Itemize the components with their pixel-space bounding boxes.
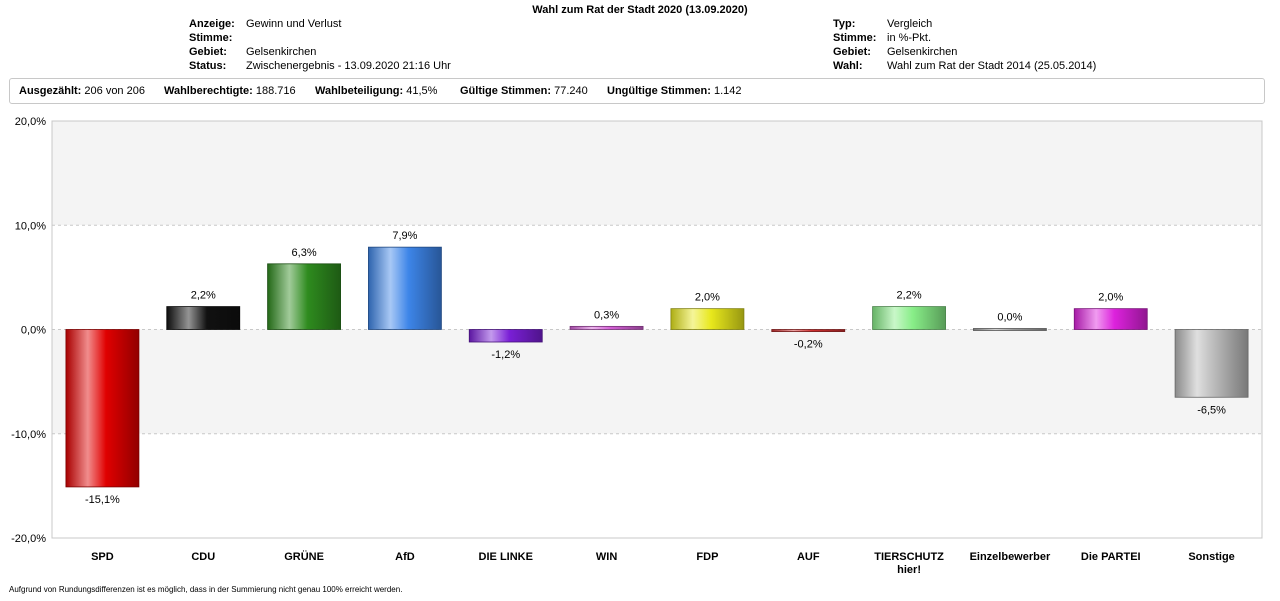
meta-row: Stimme: in %-Pkt. [833,31,1096,45]
plot-band [52,329,1262,434]
meta-value: Vergleich [887,18,933,30]
meta-value: Gelsenkirchen [246,46,317,58]
meta-key: Stimme: [833,32,877,44]
meta-row: Gebiet: Gelsenkirchen [833,45,1096,59]
stats-bar: Ausgezählt: 206 von 206 Wahlberechtigte:… [9,78,1265,104]
meta-key: Gebiet: [189,46,227,58]
x-tick-label: Die PARTEI [1081,551,1141,563]
bar [1073,308,1148,330]
x-tick-label: CDU [191,551,215,563]
stat-eligible: Wahlberechtigte: 188.716 [164,85,296,97]
chart-title: Wahl zum Rat der Stadt 2020 (13.09.2020) [532,4,748,16]
bar-value-label: 7,9% [392,230,417,242]
bar [872,306,946,330]
x-tick-label: AUF [797,551,820,563]
meta-key: Stimme: [189,32,233,44]
meta-key: Typ: [833,18,856,30]
meta-row: Anzeige: Gewinn und Verlust [189,17,451,31]
plot-frame [51,120,1263,539]
meta-value: Zwischenergebnis - 13.09.2020 21:16 Uhr [246,60,451,72]
bar [670,308,745,330]
x-tick-label: Einzelbewerber [970,551,1051,563]
y-tick-label: -20,0% [11,533,46,545]
meta-value: Gelsenkirchen [887,46,958,58]
bar-chart: 20,0% 10,0% 0,0% -10,0% -20,0% -15,1% SPD 2,2% C… [11,116,1263,576]
x-tick-label: TIERSCHUTZ hier! [874,551,944,576]
x-tick-label: AfD [395,551,415,563]
meta-row: Typ: Vergleich [833,17,1096,31]
meta-row: Status: Zwischenergebnis - 13.09.2020 21:… [189,59,451,73]
stat-counted: Ausgezählt: 206 von 206 [19,85,145,97]
meta-value: Wahl zum Rat der Stadt 2014 (25.05.2014) [887,60,1097,72]
plot-band [52,121,1262,226]
bar-value-label: 2,2% [897,290,922,302]
meta-key: Wahl: [833,60,863,72]
bar-value-label: 2,0% [1098,292,1123,304]
bar [1174,329,1249,398]
bar-value-label: 2,0% [695,292,720,304]
bar [267,263,341,330]
meta-row: Wahl: Wahl zum Rat der Stadt 2014 (25.05.… [833,59,1096,73]
stat-valid-votes: Gültige Stimmen: 77.240 [460,85,588,97]
stat-turnout: Wahlbeteiligung: 41,5% [315,85,438,97]
x-tick-label: DIE LINKE [479,551,533,563]
meta-key: Anzeige: [189,18,235,30]
bar-value-label: 0,3% [594,309,619,321]
bar-value-label: -6,5% [1197,404,1226,416]
x-tick-label: Sonstige [1188,551,1234,563]
bar [468,329,543,343]
y-tick-label: -10,0% [11,429,46,441]
plot-band [52,433,1262,538]
y-tick-label: 0,0% [21,325,46,337]
y-tick-label: 20,0% [15,116,46,128]
meta-value: Gewinn und Verlust [246,18,342,30]
bar [973,328,1047,331]
meta-value: in %-Pkt. [887,32,932,44]
bar-value-label: 0,0% [997,312,1022,324]
rounding-note: Aufgrund von Rundungsdifferenzen ist es … [9,585,403,594]
meta-key: Gebiet: [833,46,871,58]
plot-band [52,225,1262,330]
y-tick-label: 10,0% [15,220,46,232]
meta-row: Stimme: [189,31,451,45]
x-tick-label: WIN [596,551,617,563]
x-tick-label: FDP [696,551,718,563]
meta-left: Anzeige: Gewinn und Verlust Stimme: Gebie… [189,17,451,73]
bar [65,329,140,488]
meta-row: Gebiet: Gelsenkirchen [189,45,451,59]
bar-value-label: -0,2% [794,339,823,351]
bar [368,246,442,330]
bar-value-label: -1,2% [491,349,520,361]
bar-value-label: 6,3% [292,247,317,259]
meta-key: Status: [189,60,227,72]
x-tick-label: GRÜNE [284,550,324,563]
x-tick-label: SPD [91,551,114,563]
bar-value-label: -15,1% [85,494,120,506]
stat-invalid-votes: Ungültige Stimmen: 1.142 [607,85,742,97]
bar [569,325,644,330]
bar [771,329,846,332]
meta-right: Typ: Vergleich Stimme: in %-Pkt. Gebiet: Ge… [833,17,1096,73]
bar [166,306,241,330]
bar-value-label: 2,2% [191,290,216,302]
